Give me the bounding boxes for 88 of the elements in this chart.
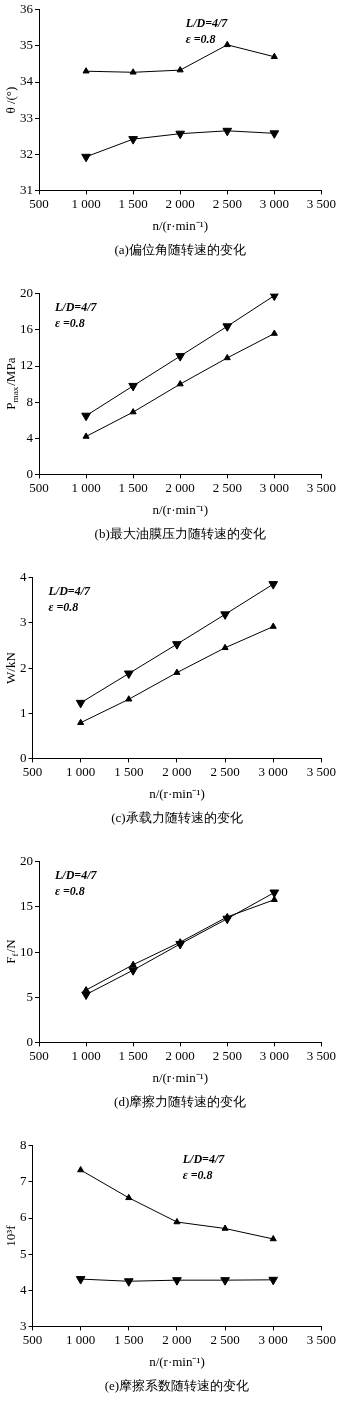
x-axis-title: n/(r·min⁻¹) (152, 1069, 208, 1085)
x-axis-title: n/(r·min⁻¹) (149, 785, 205, 801)
y-tick-label: 4 (20, 1281, 27, 1297)
y-tick-label: 36 (20, 1, 34, 17)
x-tick-label: 2 000 (162, 763, 192, 779)
x-tick-label: 3 000 (258, 1331, 288, 1347)
annotation: ε =0.8 (48, 599, 79, 614)
y-tick-label: 15 (20, 898, 33, 914)
y-tick-label: 31 (20, 181, 33, 197)
y-tick-label: 2 (20, 659, 27, 675)
y-tick-label: 33 (20, 109, 33, 125)
y-tick-label: 4 (26, 429, 34, 445)
x-tick-label: 2 500 (212, 1047, 242, 1063)
annotation: L/D=4/7 (47, 583, 91, 598)
text: (a)偏位角随转速的变化 (114, 241, 246, 257)
x-tick-label: 1 500 (118, 195, 148, 211)
annotation: L/D=4/7 (54, 299, 98, 314)
y-tick-label: 6 (20, 1209, 27, 1225)
x-tick-label: 1 000 (71, 195, 101, 211)
y-tick-label: 16 (20, 321, 34, 337)
annotation: L/D=4/7 (184, 15, 229, 30)
y-tick-label: 5 (20, 1245, 27, 1261)
x-tick-label: 1 000 (71, 479, 101, 495)
y-axis-title: Ff/N (3, 938, 21, 964)
y-tick-label: 8 (20, 1137, 27, 1153)
x-axis-title: n/(r·min⁻¹) (152, 217, 208, 233)
text: (c)承载力随转速的变化 (111, 809, 243, 825)
x-axis-title: n/(r·min⁻¹) (149, 1353, 205, 1369)
x-tick-label: 500 (29, 1047, 49, 1063)
x-tick-label: 2 500 (212, 195, 242, 211)
y-tick-label: 0 (20, 749, 27, 765)
x-tick-label: 500 (22, 763, 43, 779)
x-tick-label: 3 500 (306, 1331, 336, 1347)
y-tick-label: 20 (20, 285, 33, 301)
annotation: ε =0.8 (55, 315, 85, 330)
y-tick-label: 32 (20, 145, 33, 161)
x-tick-label: 1 500 (114, 763, 144, 779)
annotation: ε =0.8 (55, 883, 85, 898)
x-tick-label: 3 000 (259, 195, 289, 211)
annotation: ε =0.8 (182, 1167, 213, 1182)
annotation: ε =0.8 (185, 31, 216, 46)
y-tick-label: 10 (20, 943, 33, 959)
text: (e)摩擦系数随转速的变化 (104, 1377, 250, 1393)
y-axis-title: 10³f (3, 1224, 19, 1247)
y-tick-label: 0 (26, 465, 33, 481)
y-tick-label: 0 (26, 1033, 33, 1049)
x-tick-label: 1 500 (114, 1331, 144, 1347)
x-tick-label: 3 000 (258, 763, 288, 779)
x-tick-label: 3 000 (259, 479, 289, 495)
x-tick-label: 500 (29, 479, 49, 495)
y-tick-label: 35 (20, 37, 33, 53)
x-tick-label: 2 500 (210, 763, 240, 779)
annotation: L/D=4/7 (181, 1151, 226, 1166)
x-tick-label: 3 500 (306, 1047, 336, 1063)
y-tick-label: 4 (20, 569, 27, 585)
y-tick-label: 12 (20, 357, 33, 373)
x-tick-label: 3 000 (259, 1047, 289, 1063)
text: (b)最大油膜压力随转速的变化 (94, 525, 266, 541)
x-axis-title: n/(r·min⁻¹) (152, 501, 208, 517)
x-tick-label: 1 000 (66, 1331, 96, 1347)
x-tick-label: 500 (29, 195, 49, 211)
x-tick-label: 2 000 (165, 195, 195, 211)
x-tick-label: 2 000 (162, 1331, 192, 1347)
y-tick-label: 8 (26, 393, 33, 409)
x-tick-label: 2 500 (212, 479, 242, 495)
y-tick-label: 1 (20, 704, 27, 720)
x-tick-label: 3 500 (306, 479, 336, 495)
x-tick-label: 1 500 (118, 1047, 148, 1063)
y-axis-title: Pmax/MPa (3, 357, 21, 410)
x-tick-label: 2 000 (165, 479, 195, 495)
y-tick-label: 34 (20, 73, 34, 89)
x-tick-label: 3 500 (306, 195, 336, 211)
x-tick-label: 2 000 (165, 1047, 195, 1063)
x-tick-label: 500 (22, 1331, 43, 1347)
x-tick-label: 1 000 (71, 1047, 101, 1063)
y-tick-label: 3 (20, 614, 27, 630)
x-tick-label: 2 500 (210, 1331, 240, 1347)
y-tick-label: 3 (20, 1317, 27, 1333)
x-tick-label: 3 500 (306, 763, 336, 779)
y-tick-label: 20 (20, 853, 33, 869)
y-tick-label: 5 (26, 988, 33, 1004)
y-axis-title: W/kN (3, 651, 19, 684)
x-tick-label: 1 000 (66, 763, 96, 779)
y-tick-label: 7 (20, 1173, 27, 1189)
y-axis-title: θ /(°) (3, 86, 19, 114)
x-tick-label: 1 500 (118, 479, 148, 495)
text: (d)摩擦力随转速的变化 (114, 1093, 247, 1109)
annotation: L/D=4/7 (54, 867, 98, 882)
